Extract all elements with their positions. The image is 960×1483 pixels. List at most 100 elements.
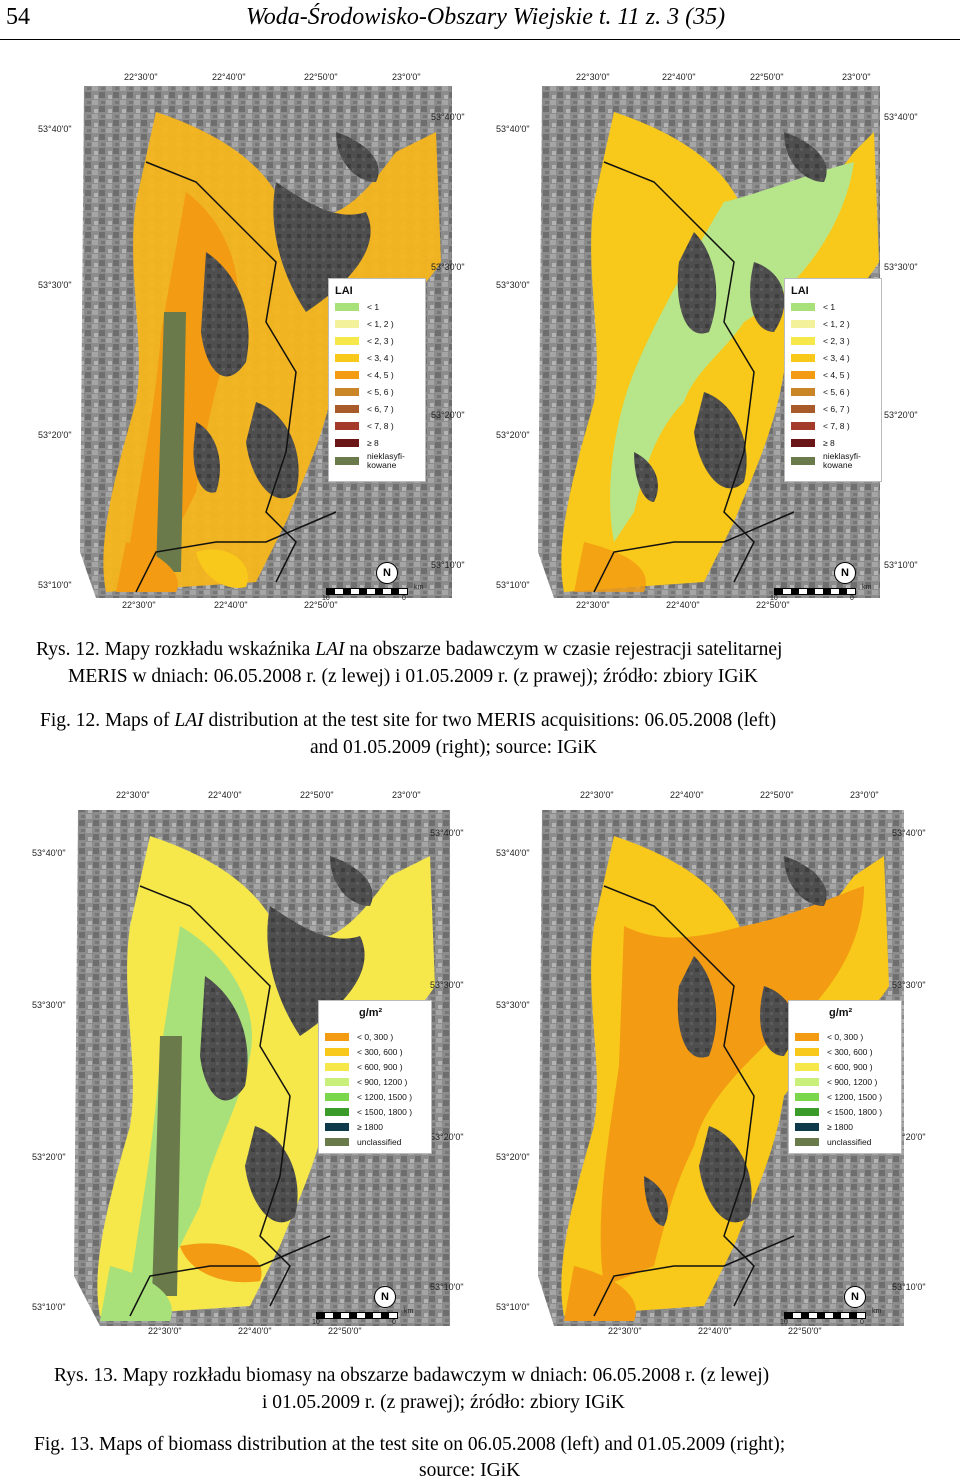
legend-label: < 4, 5 ) [367,369,394,380]
fig13-caption-en-line1: Fig. 13. Maps of biomass distribution at… [34,1434,786,1455]
lon-label-top: 22°40'0" [212,72,246,82]
lon-label-top: 23°0'0" [392,790,421,800]
north-arrow-icon: N [376,562,398,584]
lat-label-left: 53°20'0" [32,1152,66,1162]
lon-label-bottom: 22°30'0" [148,1326,182,1336]
lat-label-right: 53°10'0" [430,1282,464,1292]
lon-label-bottom: 22°50'0" [788,1326,822,1336]
legend-label: < 0, 300 ) [357,1031,394,1042]
legend-item: < 1200, 1500 ) [325,1091,412,1103]
legend-swatch [325,1033,349,1041]
scale-label: 0 [850,595,854,602]
legend-label: ≥ 1800 [357,1121,383,1132]
page-header: 54 Woda-Środowisko-Obszary Wiejskie t. 1… [0,0,960,40]
legend-label: ≥ 8 [823,437,835,448]
lat-label-left: 53°40'0" [32,848,66,858]
legend-item: < 300, 600 ) [795,1046,873,1058]
legend-item: < 1500, 1800 ) [325,1106,412,1118]
legend-swatch [791,337,815,345]
fig12-caption-pl-line1: Rys. 12. Mapy rozkładu wskaźnika LAI na … [36,637,782,662]
legend-swatch [335,354,359,362]
legend-swatch [791,371,815,379]
lai-legend: LAI < 1 < 1, 2 ) < 2, 3 ) < 3, 4 ) < 4, … [328,278,426,482]
lon-label-bottom: 22°40'0" [666,600,700,610]
lat-label-left: 53°10'0" [496,1302,530,1312]
legend-item: nieklasyfi-kowane [791,452,875,470]
lat-label-left: 53°30'0" [38,280,72,290]
lat-label-right: 53°20'0" [431,410,465,420]
legend-swatch [335,439,359,447]
legend-item: ≥ 8 [335,437,379,449]
header-rule [0,39,960,40]
legend-swatch [795,1078,819,1086]
scale-label: km [872,1308,882,1315]
scale-bar [316,1312,398,1319]
legend-swatch [795,1123,819,1131]
legend-label: < 1 [367,301,380,312]
legend-item: < 6, 7 ) [791,403,850,415]
lon-label-top: 22°30'0" [124,72,158,82]
legend-item: < 1 [335,301,379,313]
lat-label-left: 53°30'0" [32,1000,66,1010]
legend-swatch [795,1063,819,1071]
legend-item: < 1, 2 ) [791,318,850,330]
page-number: 54 [6,4,30,30]
legend-swatch [791,388,815,396]
lat-label-right: 53°40'0" [884,112,918,122]
legend-item: < 600, 900 ) [795,1061,873,1073]
legend-item: unclassified [795,1136,871,1148]
lon-label-top: 22°40'0" [670,790,704,800]
lon-label-top: 22°30'0" [116,790,150,800]
lon-label-bottom: 22°40'0" [238,1326,272,1336]
legend-label: ≥ 8 [367,437,379,448]
legend-swatch [791,354,815,362]
legend-item: ≥ 8 [791,437,835,449]
lon-label-bottom: 22°30'0" [122,600,156,610]
lat-label-left: 53°20'0" [38,430,72,440]
scale-label: 10 [770,595,778,602]
lat-label-left: 53°40'0" [496,124,530,134]
lat-label-right: 53°20'0" [884,410,918,420]
lon-label-bottom: 22°30'0" [608,1326,642,1336]
lon-label-top: 22°50'0" [760,790,794,800]
legend-label: < 2, 3 ) [823,335,850,346]
caption-text: Fig. 12. Maps of [40,710,175,731]
biomass-legend: g/m² < 0, 300 ) < 300, 600 ) < 600, 900 … [318,1000,432,1154]
scale-label: 0 [392,1319,396,1326]
legend-item: ≥ 1800 [795,1121,853,1133]
legend-item: < 2, 3 ) [335,335,394,347]
legend-title: LAI [791,285,809,297]
legend-swatch [325,1123,349,1131]
legend-label: unclassified [827,1136,872,1147]
legend-label: < 1200, 1500 ) [827,1091,883,1102]
biomass-legend: g/m² < 0, 300 ) < 300, 600 ) < 600, 900 … [788,1000,902,1154]
legend-label: < 5, 6 ) [367,386,394,397]
lat-label-right: 53°30'0" [884,262,918,272]
legend-label: < 1200, 1500 ) [357,1091,413,1102]
legend-swatch [335,388,359,396]
legend-swatch [795,1048,819,1056]
legend-swatch [791,320,815,328]
legend-label: unclassified [357,1136,402,1147]
north-arrow-icon: N [834,562,856,584]
legend-label: < 4, 5 ) [823,369,850,380]
legend-item: < 1200, 1500 ) [795,1091,882,1103]
legend-swatch [795,1138,819,1146]
legend-item: < 6, 7 ) [335,403,394,415]
lon-label-top: 23°0'0" [850,790,879,800]
legend-label: < 600, 900 ) [827,1061,873,1072]
legend-swatch [335,457,359,465]
lat-label-left: 53°20'0" [496,430,530,440]
lon-label-bottom: 22°50'0" [328,1326,362,1336]
legend-label: < 2, 3 ) [367,335,394,346]
fig13-caption-en-line2: source: IGiK [419,1460,521,1481]
satellite-map [74,810,450,1326]
legend-swatch [791,303,815,311]
lat-label-left: 53°10'0" [38,580,72,590]
lon-label-top: 22°30'0" [576,72,610,82]
lon-label-bottom: 22°30'0" [576,600,610,610]
lon-label-bottom: 22°40'0" [698,1326,732,1336]
lat-label-right: 53°20'0" [430,1132,464,1142]
legend-swatch [795,1093,819,1101]
legend-label: < 1, 2 ) [823,318,850,329]
